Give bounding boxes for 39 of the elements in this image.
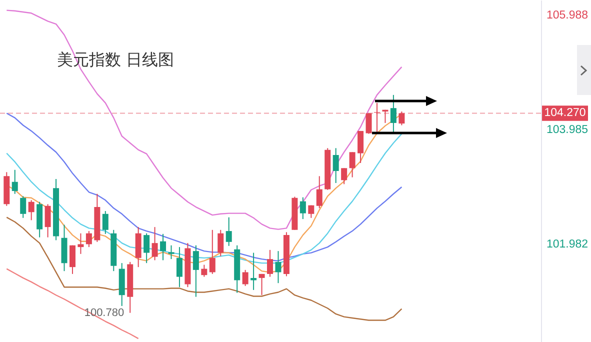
candlestick xyxy=(69,244,76,274)
candlestick xyxy=(144,232,150,264)
candlestick xyxy=(332,148,339,184)
candlestick xyxy=(12,169,18,194)
candlestick xyxy=(168,244,174,260)
candlestick xyxy=(258,273,265,296)
candlestick xyxy=(341,168,348,185)
y-tick-label: 101.982 xyxy=(546,238,588,251)
candlestick xyxy=(192,244,199,298)
y-tick-label: 105.988 xyxy=(546,9,588,22)
candlestick xyxy=(316,176,322,209)
candlestick xyxy=(152,226,158,261)
ref-line-label: 104.270 xyxy=(544,107,586,120)
candlestick xyxy=(176,246,182,288)
candlestick xyxy=(209,229,216,274)
candlestick xyxy=(275,250,282,284)
candlestick xyxy=(226,216,232,246)
line-series xyxy=(6,268,139,340)
candlestick xyxy=(201,264,208,278)
candlestick xyxy=(28,200,34,221)
y-tick-label: 103.985 xyxy=(546,124,588,136)
candlestick xyxy=(78,232,84,254)
candlestick xyxy=(358,130,364,164)
candlestick xyxy=(300,196,306,220)
candlestick xyxy=(102,210,108,234)
candlestick xyxy=(398,111,405,126)
candlestick xyxy=(218,229,224,257)
candlestick xyxy=(267,249,274,278)
candlestick xyxy=(390,94,396,134)
candlestick xyxy=(366,112,372,134)
candlestick xyxy=(44,204,51,238)
candlestick xyxy=(308,204,314,218)
candlestick xyxy=(349,152,356,178)
candlestick xyxy=(86,230,92,248)
candlestick xyxy=(20,196,26,218)
line-series xyxy=(6,10,402,230)
candlestick xyxy=(160,233,166,261)
candlestick xyxy=(242,269,248,286)
line-series xyxy=(6,216,402,321)
